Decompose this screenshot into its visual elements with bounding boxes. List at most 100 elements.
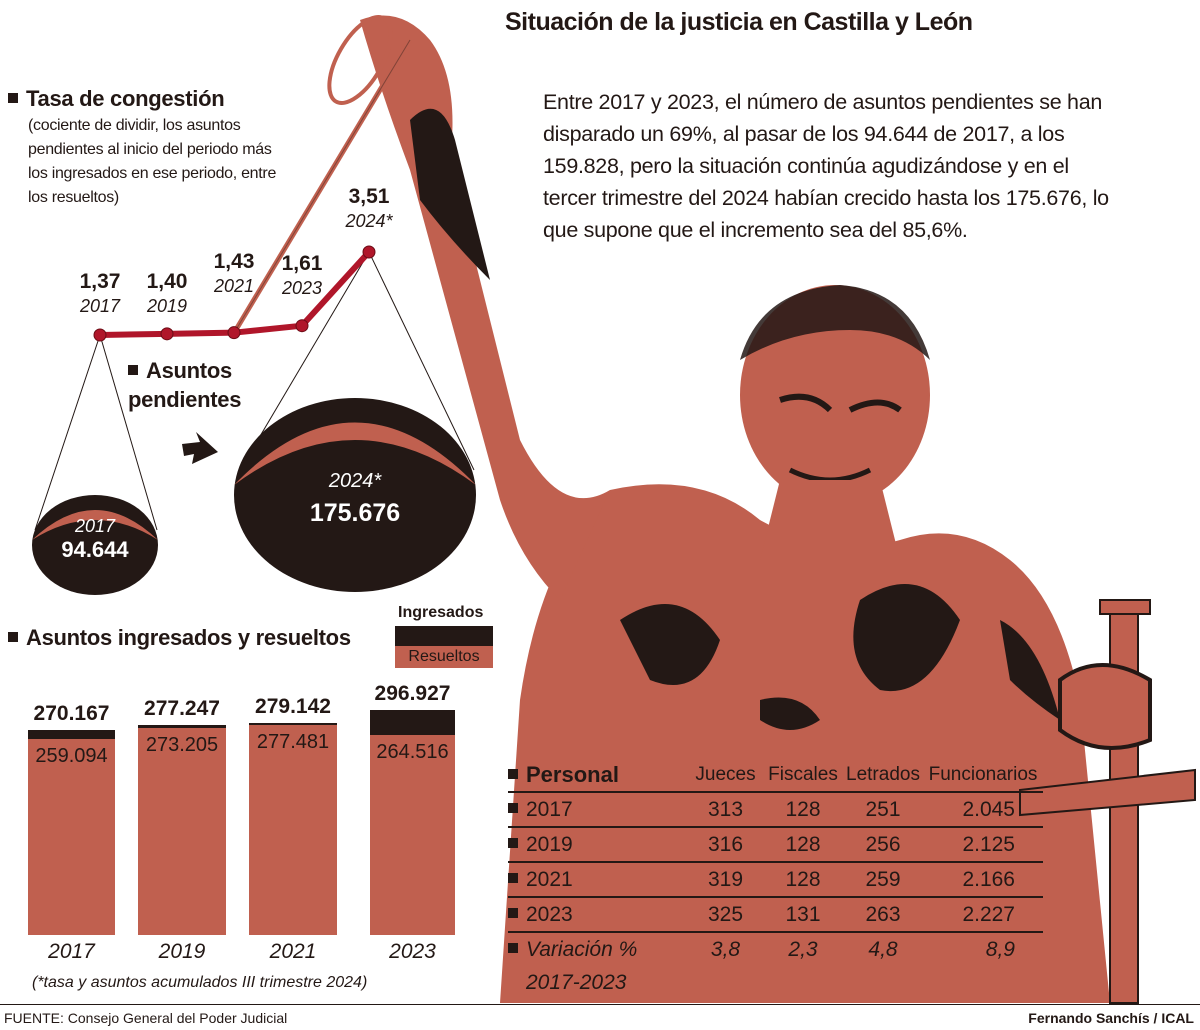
variation-value: 2,3	[763, 931, 843, 999]
header-funcionarios: Funcionarios	[928, 763, 1038, 785]
congestion-point-label: 1,61 2023	[267, 252, 337, 300]
personal-title: Personal	[526, 761, 619, 787]
header-jueces: Jueces	[695, 763, 756, 785]
personal-table: Personal Jueces Fiscales Letrados Funcio…	[508, 758, 1043, 999]
row-label: 2021	[508, 861, 688, 897]
bar-ingresados-label: 279.142	[255, 695, 331, 719]
cell-value: 128	[763, 861, 843, 897]
point-year: 2023	[281, 278, 323, 298]
footer-divider	[0, 1004, 1200, 1005]
table-header: Personal Jueces Fiscales Letrados Funcio…	[508, 758, 1043, 792]
bubble-year: 2024*	[328, 470, 382, 492]
bar-ingresados-label: 270.167	[33, 702, 110, 726]
header-letrados: Letrados	[846, 763, 920, 785]
congestion-point-label: 1,43 2021	[199, 250, 269, 298]
cell-value: 2.166	[923, 861, 1043, 897]
cell-value: 319	[688, 861, 763, 897]
bullet-square-icon	[508, 943, 518, 954]
bar-category-label: 2019	[158, 940, 206, 963]
header-fiscales: Fiscales	[768, 763, 838, 785]
point-value: 1,43	[213, 250, 255, 273]
congestion-point-label: 1,40 2019	[132, 270, 202, 318]
bubble-value: 175.676	[309, 499, 401, 527]
bubble-2017-label: 2017 94.644	[45, 516, 145, 563]
pendientes-title-line2: pendientes	[128, 387, 242, 412]
pendientes-heading: Asuntos pendientes	[128, 356, 241, 414]
congestion-title: Tasa de congestión	[26, 86, 225, 111]
bar-resueltos-label: 273.205	[145, 733, 219, 756]
pendientes-bubbles	[32, 398, 476, 595]
bar-resueltos	[370, 734, 455, 935]
ingresados-heading: Asuntos ingresados y resueltos	[8, 625, 351, 651]
bar-resueltos-label: 277.481	[256, 730, 330, 753]
cell-value: 313	[688, 791, 763, 827]
source: FUENTE: Consejo General del Poder Judici…	[4, 1010, 288, 1026]
row-label: 2019	[508, 826, 688, 862]
point-year: 2021	[213, 276, 255, 296]
legend-ingresados-label: Ingresados	[398, 604, 484, 621]
bar-ingresados-label: 277.247	[144, 696, 220, 720]
legend-resueltos: Resueltos	[395, 646, 493, 668]
arrow-right-icon	[182, 432, 218, 464]
table-row: 2021 319 128 259 2.166	[508, 861, 1043, 897]
cell-value: 128	[763, 826, 843, 862]
congestion-point-label: 1,37 2017	[65, 270, 135, 318]
bar-resueltos-label: 264.516	[376, 740, 449, 763]
page-title: Situación de la justicia en Castilla y L…	[505, 8, 973, 36]
congestion-point	[295, 319, 309, 333]
point-year: 2024*	[345, 211, 393, 231]
congestion-point	[227, 326, 241, 340]
cell-value: 263	[843, 896, 923, 932]
legend-ingresados-swatch	[395, 626, 493, 646]
cell-value: 2.125	[923, 826, 1043, 862]
table-row: 2019 316 128 256 2.125	[508, 826, 1043, 862]
bar-category-label: 2023	[389, 940, 436, 963]
row-label: 2017	[508, 791, 688, 827]
point-year: 2017	[79, 296, 121, 316]
point-value: 3,51	[348, 185, 390, 208]
variation-label: Variación % 2017-2023	[508, 931, 688, 999]
bar-resueltos-label: 259.094	[35, 744, 108, 767]
variation-value: 4,8	[843, 931, 923, 999]
congestion-point	[160, 327, 174, 341]
bar-category-label: 2021	[269, 940, 317, 963]
bar-category-label: 2017	[48, 940, 95, 963]
bullet-square-icon	[508, 768, 518, 779]
bar-resueltos	[249, 724, 337, 935]
point-value: 1,40	[146, 270, 188, 293]
credit: Fernando Sanchís / ICAL	[1028, 1010, 1194, 1026]
row-label: 2023	[508, 896, 688, 932]
table-row: 2023 325 131 263 2.227	[508, 896, 1043, 932]
bullet-square-icon	[508, 907, 518, 918]
cell-value: 259	[843, 861, 923, 897]
congestion-subtitle: (cociente de dividir, los asuntos pendie…	[28, 117, 277, 206]
bar-resueltos	[138, 727, 226, 935]
bullet-square-icon	[8, 93, 18, 104]
pendientes-title-line1: Asuntos	[146, 358, 232, 383]
ingresados-title: Asuntos ingresados y resueltos	[26, 625, 351, 650]
point-value: 1,61	[281, 252, 323, 275]
cell-value: 325	[688, 896, 763, 932]
cell-value: 128	[763, 791, 843, 827]
cell-value: 2.045	[923, 791, 1043, 827]
bubble-2024-label: 2024* 175.676	[285, 470, 425, 528]
bullet-square-icon	[508, 802, 518, 813]
point-year: 2019	[146, 296, 188, 316]
congestion-point	[93, 328, 107, 342]
bullet-square-icon	[128, 365, 138, 376]
bar-resueltos	[28, 738, 115, 935]
footnote: (*tasa y asuntos acumulados III trimestr…	[32, 974, 368, 991]
bullet-square-icon	[8, 632, 18, 643]
cell-value: 131	[763, 896, 843, 932]
intro-paragraph: Entre 2017 y 2023, el número de asuntos …	[543, 90, 1109, 242]
bubble-value: 94.644	[61, 537, 129, 562]
cell-value: 316	[688, 826, 763, 862]
cell-value: 251	[843, 791, 923, 827]
variation-value: 8,9	[923, 931, 1043, 999]
congestion-point-label: 3,51 2024*	[334, 185, 404, 233]
bullet-square-icon	[508, 872, 518, 883]
point-value: 1,37	[79, 270, 121, 293]
bubble-year: 2017	[74, 516, 116, 536]
variation-row: Variación % 2017-2023 3,8 2,3 4,8 8,9	[508, 931, 1043, 999]
